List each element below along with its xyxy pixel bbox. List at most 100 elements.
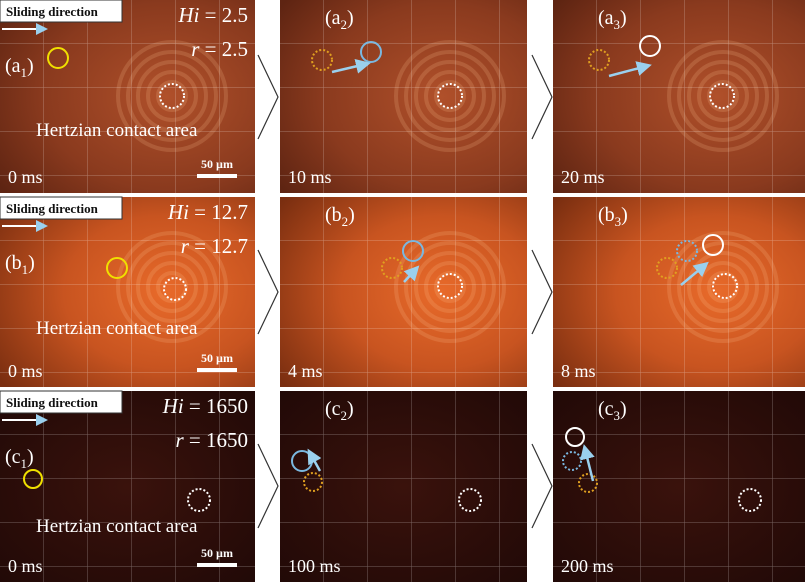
motion-arrow (403, 265, 420, 283)
panel-label-part: ) (621, 204, 628, 226)
panel-label: (a2) (325, 7, 354, 32)
hi-symbol: Hi (177, 3, 199, 27)
sliding-box (0, 0, 123, 23)
time-label: 20 ms (561, 167, 605, 187)
panel-label-part: ) (27, 55, 34, 77)
panel-label-part: (a (325, 7, 341, 29)
marker-circle (437, 83, 463, 109)
grid (553, 391, 805, 582)
hi-label: Hi = 2.5 (177, 3, 248, 27)
hi-label: Hi = 12.7 (167, 200, 248, 224)
panel-label: (c3) (598, 398, 627, 423)
r-value: = 2.5 (199, 37, 248, 61)
marker-circle (47, 47, 69, 69)
panel-label-part: ) (620, 7, 627, 29)
grid (553, 0, 805, 193)
sliding-direction: Sliding direction (6, 201, 99, 216)
panel-label-part: 2 (342, 214, 349, 229)
panel-label-part: (b (598, 204, 615, 226)
sliding-direction: Sliding direction (6, 4, 99, 19)
scale-bar-label: 50 µm (201, 157, 233, 171)
panel-label-part: 3 (615, 214, 622, 229)
panel-label-part: ) (620, 398, 627, 420)
panel-label: (c2) (325, 398, 354, 423)
panel-label-part: ) (348, 204, 355, 226)
panel-label-part: (c (5, 446, 21, 468)
time-label: 0 ms (8, 556, 43, 576)
time-label: 200 ms (561, 556, 614, 576)
panel-label-part: (b (325, 204, 342, 226)
marker-circle (163, 277, 187, 301)
contact-area-label: Hertzian contact area (36, 120, 198, 141)
panel-label-part: 1 (22, 262, 29, 277)
contact-area-label: Hertzian contact area (36, 318, 198, 339)
marker-circle (588, 49, 610, 71)
panel: (b3) 8 ms (553, 197, 805, 387)
panel: (c2) 100 ms (280, 391, 527, 582)
contact-area-label: Hertzian contact area (36, 516, 198, 537)
marker-circle (565, 427, 585, 447)
time-label: 100 ms (288, 556, 341, 576)
scale-bar-label: 50 µm (201, 546, 233, 560)
panel-label-part: ) (347, 7, 354, 29)
r-label: r = 1650 (175, 428, 248, 452)
motion-arrow (608, 61, 652, 78)
panel-label: (b1) (5, 252, 35, 277)
motion-arrow (580, 444, 595, 482)
panel-label-part: (c (598, 398, 614, 420)
panel-label-part: (a (598, 7, 614, 29)
marker-circle (311, 49, 333, 71)
motion-arrow (307, 448, 322, 472)
scale-bar (197, 563, 237, 567)
marker-circle (639, 35, 661, 57)
panel-label: (b2) (325, 204, 355, 229)
grid (553, 197, 805, 387)
r-symbol: r (181, 234, 190, 258)
panel-label: (b3) (598, 204, 628, 229)
marker-circle (437, 273, 463, 299)
motion-arrow (331, 58, 371, 74)
marker-circle (702, 234, 724, 256)
scale-bar (197, 368, 237, 372)
panel-label-part: 1 (21, 456, 28, 471)
time-label: 4 ms (288, 361, 323, 381)
hi-value: = 1650 (184, 394, 248, 418)
panel-label-part: ) (27, 446, 34, 468)
r-symbol: r (175, 428, 184, 452)
panel-label-part: (b (5, 252, 22, 274)
marker-circle (709, 83, 735, 109)
panel: (b2) 4 ms (280, 197, 527, 387)
marker-circle (676, 240, 698, 262)
panel-label-part: (a (5, 55, 21, 77)
hi-symbol: Hi (167, 200, 189, 224)
marker-circle (187, 488, 211, 512)
marker-circle (712, 273, 738, 299)
chevrons (257, 54, 553, 529)
sliding-box (0, 196, 123, 220)
marker-circle (458, 488, 482, 512)
marker-circle (23, 469, 43, 489)
panel-label: (a3) (598, 7, 627, 32)
marker-circle (402, 240, 424, 262)
panel-label-part: ) (347, 398, 354, 420)
marker-circle (578, 473, 598, 493)
marker-circle (381, 257, 403, 279)
panel-label-part: ) (28, 252, 35, 274)
grid (280, 391, 527, 582)
r-label: r = 2.5 (191, 37, 248, 61)
r-value: = 1650 (184, 428, 248, 452)
r-symbol: r (191, 37, 200, 61)
motion-arrow (680, 261, 709, 286)
marker-circle (360, 41, 382, 63)
r-label: r = 12.7 (181, 234, 248, 258)
panel-label-part: (c (325, 398, 341, 420)
panel-label-part: 3 (614, 408, 621, 423)
grid (280, 0, 527, 193)
marker-circle (738, 488, 762, 512)
time-label: 0 ms (8, 167, 43, 187)
panel-label-part: 2 (341, 408, 348, 423)
